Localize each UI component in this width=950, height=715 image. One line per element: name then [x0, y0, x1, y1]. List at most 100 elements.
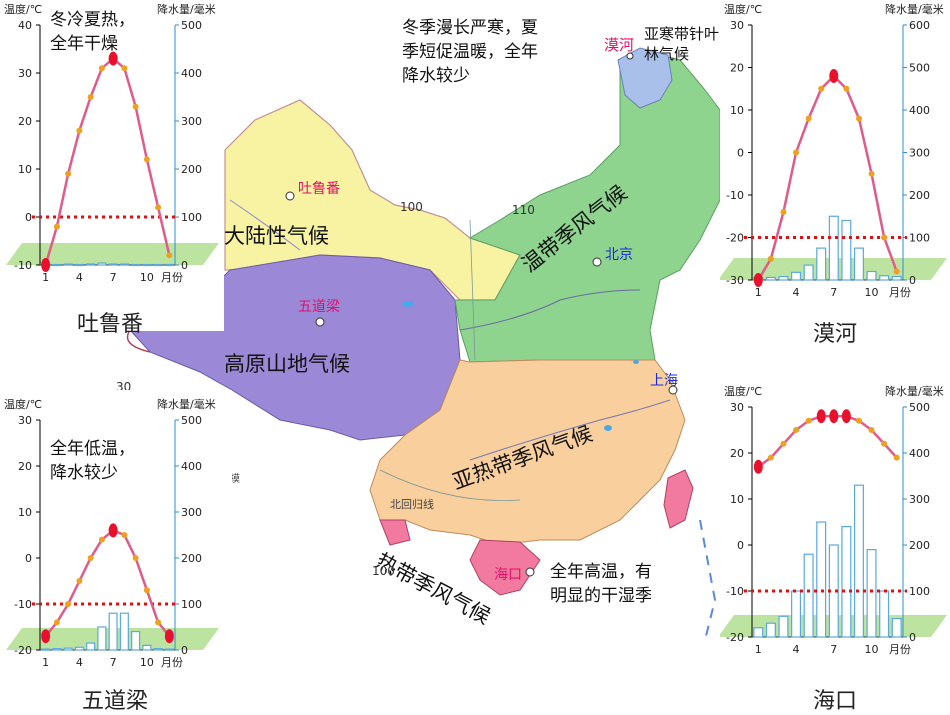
temperature-point	[767, 454, 774, 461]
tropical-monsoon-zone	[379, 469, 694, 596]
precipitation-bar	[131, 263, 141, 267]
month-unit-label: 月份	[889, 286, 911, 299]
temperature-point	[155, 619, 162, 626]
temperature-tick-label: 0	[737, 539, 744, 552]
precipitation-tick-label: 0	[181, 644, 188, 657]
precipitation-bar	[853, 484, 864, 638]
precipitation-bar	[142, 644, 152, 651]
temperature-extreme-point	[164, 629, 174, 644]
precipitation-tick-label: 400	[181, 67, 202, 80]
month-unit-label: 月份	[161, 656, 183, 669]
haikou-climate-chart: 温度/℃ 降水量/毫米 -20 -10 0 10 20 30 0 100 200 300 400 500 1…	[720, 375, 950, 713]
temperature-tick-label: -10	[726, 585, 744, 598]
precipitation-bar	[891, 276, 902, 281]
temperature-tick-label: 0	[737, 147, 744, 160]
temperature-tick-label: 30	[730, 401, 744, 414]
mohe-note-line: 冬季漫长严寒，夏	[402, 18, 538, 38]
precipitation-tick-label: 300	[909, 147, 930, 160]
month-unit-label: 月份	[161, 271, 183, 284]
temperature-tick-label: -10	[14, 259, 32, 272]
precipitation-bar	[866, 549, 877, 638]
continental-zone-label: 大陆性气候	[224, 224, 329, 248]
temperature-point	[868, 170, 875, 177]
precipitation-bar	[97, 626, 107, 651]
precipitation-bar	[828, 215, 839, 281]
ground-slab	[6, 243, 219, 265]
temperature-point	[793, 149, 800, 156]
temperature-tick-label: -30	[726, 274, 744, 287]
temperature-point	[76, 578, 83, 584]
wudaoliang-caption: 五道梁	[81, 689, 148, 714]
temperature-point	[881, 234, 888, 241]
temperature-point	[143, 156, 150, 163]
temperature-axis-title: 温度/℃	[724, 2, 762, 16]
wudaoliang-climate-chart: 温度/℃ 降水量/毫米 -20 -10 0 10 20 30 0 100 200 300 400 500 1…	[0, 390, 232, 713]
mohe-caption: 漠河	[812, 322, 857, 347]
temperature-tick-label: 10	[18, 163, 32, 176]
temperature-point	[87, 555, 94, 561]
stray-mark: 摸	[230, 474, 240, 485]
precipitation-tick-label: 500	[909, 62, 930, 75]
mohe-note-line: 季短促温暖，全年	[402, 42, 538, 62]
longitude-110-label: 110	[512, 203, 535, 217]
temperature-tick-label: 20	[18, 115, 32, 128]
precipitation-tick-label: 300	[909, 493, 930, 506]
temperature-point	[868, 427, 875, 433]
precipitation-bar	[63, 263, 73, 266]
temperature-tick-label: -10	[14, 598, 32, 611]
subtropical-monsoon-zone	[369, 359, 686, 546]
temperature-extreme-point	[753, 459, 763, 474]
temperature-point	[855, 417, 862, 424]
precipitation-tick-label: 200	[181, 163, 202, 176]
temperature-extreme-point	[829, 409, 839, 424]
wudaoliang-note-line: 全年低温，	[50, 439, 135, 459]
precipitation-tick-label: 100	[181, 211, 202, 224]
precipitation-tick-label: 0	[909, 274, 916, 287]
plateau-zone-label: 高原山地气候	[224, 352, 350, 376]
turpan-city-dot	[285, 191, 295, 201]
precipitation-bar	[52, 263, 62, 267]
precipitation-bar	[753, 627, 764, 638]
temperature-tick-label: 0	[25, 552, 32, 565]
turpan-note-line: 全年干燥	[50, 34, 118, 54]
month-tick-label: 7	[110, 656, 117, 669]
temperature-point	[780, 440, 787, 447]
month-tick-label: 1	[42, 271, 49, 284]
precipitation-tick-label: 100	[181, 598, 202, 611]
subarctic-zone-label: 亚寒带针叶林气候	[644, 25, 720, 63]
precipitation-bar	[791, 271, 802, 281]
temperature-extreme-point	[841, 409, 851, 424]
precipitation-tick-label: 200	[181, 552, 202, 565]
temperature-point	[132, 555, 139, 561]
precipitation-bar	[891, 618, 902, 638]
longitude-100-label: 100	[400, 200, 423, 214]
precipitation-bar	[86, 642, 96, 651]
temperature-point	[65, 601, 72, 607]
temperature-point	[818, 85, 825, 92]
precipitation-bar	[108, 263, 118, 266]
haikou-note: 全年高温，有 明显的干湿季	[550, 560, 652, 608]
temperature-point	[893, 454, 900, 461]
temperature-axis-title: 温度/℃	[724, 384, 762, 398]
temperature-point	[767, 255, 774, 262]
precipitation-bar	[841, 526, 852, 638]
subarctic-zone	[617, 47, 673, 109]
shanghai-city-dot	[668, 385, 678, 395]
haikou-note-line: 明显的干湿季	[550, 586, 652, 606]
tropic-of-cancer-label: 北回归线	[390, 498, 434, 511]
precipitation-bar	[791, 590, 802, 638]
temperature-curve	[757, 414, 898, 468]
temperature-tick-label: 20	[730, 62, 744, 75]
month-tick-label: 7	[830, 286, 837, 299]
month-tick-label: 4	[793, 286, 800, 299]
wudaoliang-note: 全年低温， 降水较少	[50, 437, 135, 485]
precipitation-bar	[803, 264, 814, 281]
longitude-100b-label: 100	[372, 564, 395, 578]
precipitation-bar	[879, 590, 890, 638]
temperature-extreme-point	[753, 273, 763, 287]
temperature-point	[805, 115, 812, 122]
precipitation-bar	[765, 276, 776, 281]
temperature-point	[893, 268, 900, 275]
temperature-tick-label: 40	[18, 19, 32, 32]
